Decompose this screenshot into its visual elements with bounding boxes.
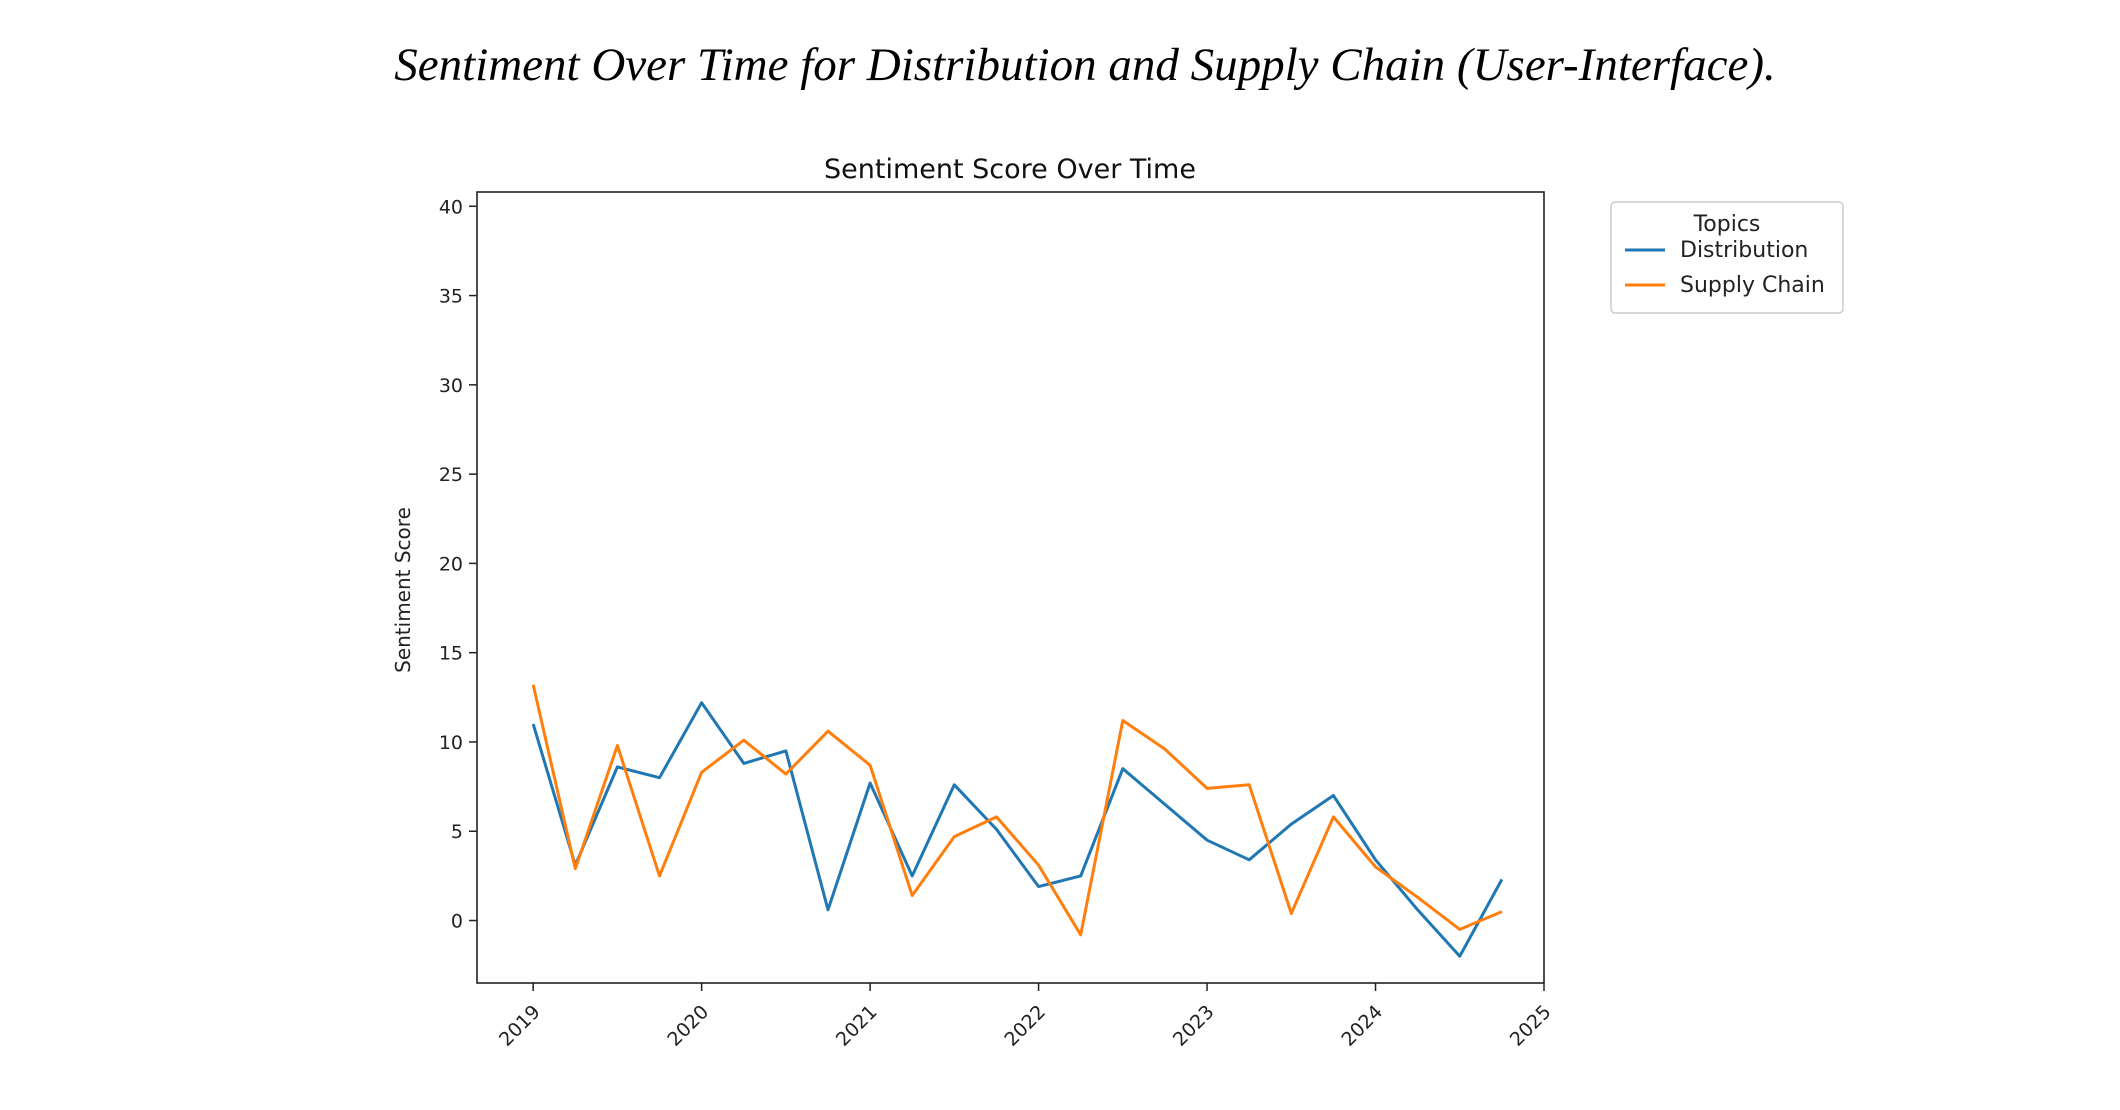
x-tick-label: 2020 [663,1001,713,1051]
figure-caption: Sentiment Over Time for Distribution and… [394,39,1776,91]
y-tick-label: 10 [439,732,463,754]
series-lines [531,684,1504,958]
legend-entry: Supply Chain [1680,273,1825,298]
x-tick-label: 2021 [832,1001,882,1051]
x-axis: 2019 2020 2021 2022 2023 2024 2025 [495,983,1556,1051]
chart-title: Sentiment Score Over Time [824,154,1196,185]
y-axis: 0 5 10 15 20 25 30 35 40 [439,196,477,933]
x-tick-label: 2024 [1337,1001,1387,1051]
legend: Topics Distribution Supply Chain [1610,201,1844,314]
y-tick-label: 0 [451,911,463,933]
legend-box [1610,201,1844,314]
y-tick-label: 40 [439,196,463,218]
y-axis-label: Sentiment Score [391,507,415,673]
y-tick-label: 25 [439,464,463,486]
x-tick-label: 2025 [1506,1001,1556,1051]
legend-entry: Distribution [1680,238,1808,263]
y-tick-label: 5 [451,821,463,843]
legend-title: Topics [1693,212,1761,237]
y-tick-label: 35 [439,286,463,308]
y-tick-label: 30 [439,375,463,397]
y-tick-label: 15 [439,643,463,665]
x-tick-label: 2022 [1000,1001,1050,1051]
x-tick-label: 2019 [495,1001,545,1051]
x-tick-label: 2023 [1169,1001,1219,1051]
plot-frame [476,191,1545,984]
series-line-supply-chain [531,684,1503,937]
y-tick-label: 20 [439,553,463,575]
series-line-distribution [531,701,1504,958]
